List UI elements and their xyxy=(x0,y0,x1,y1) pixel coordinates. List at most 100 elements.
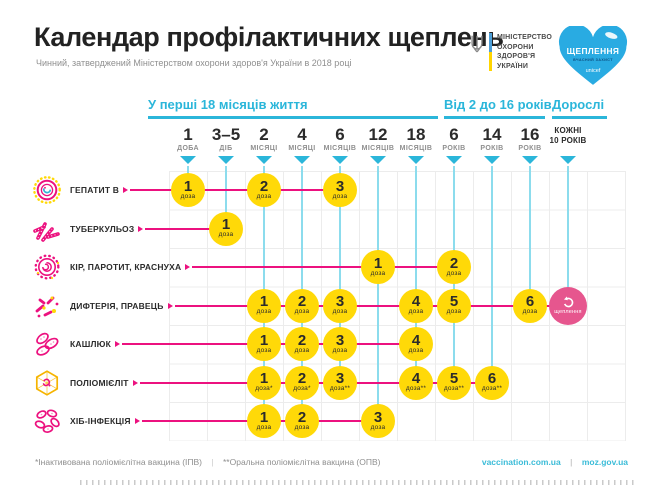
dose-number: 5 xyxy=(449,370,459,387)
dose-marker: 1 доза xyxy=(209,211,243,246)
disease-row-header: ГЕПАТИТ В xyxy=(70,184,129,196)
dose-word: доза xyxy=(256,346,272,354)
disease-label: ДИФТЕРІЯ, ПРАВЕЦЬ xyxy=(70,300,164,311)
page-subtitle: Чинний, затверджений Міністерством охоро… xyxy=(36,58,352,68)
disease-label: КІР, ПАРОТИТ, КРАСНУХА xyxy=(70,262,182,272)
column-guide-line xyxy=(491,166,493,383)
row-arrow-icon xyxy=(185,264,191,270)
dose-number: 3 xyxy=(373,408,383,426)
dose-marker: 1 доза xyxy=(171,173,205,207)
dose-number: 6 xyxy=(487,370,497,387)
column-header: 3–5 ДІБ xyxy=(198,126,254,152)
row-arrow-icon xyxy=(132,379,138,386)
footnotes: *Інактивована поліомієлітна вакцина (ІПВ… xyxy=(35,457,380,467)
dose-number: 1 xyxy=(221,216,231,233)
dose-marker: 1 доза xyxy=(247,288,281,323)
ministry-name: МІНІСТЕРСТВО ОХОРОНИ ЗДОРОВ'Я УКРАЇНИ xyxy=(497,33,552,71)
column-marker-triangle-icon xyxy=(294,156,310,164)
column-marker-triangle-icon xyxy=(370,156,386,164)
column-unit: МІСЯЦІ xyxy=(250,145,278,152)
column-guide-line xyxy=(339,166,341,383)
dose-number: 4 xyxy=(411,293,421,310)
dose-number: 1 xyxy=(259,331,269,349)
dose-word: доза xyxy=(256,308,272,315)
disease-label: ГЕПАТИТ В xyxy=(70,185,120,195)
dose-connector-line xyxy=(175,304,568,307)
dose-number: 5 xyxy=(449,293,459,310)
row-arrow-icon xyxy=(123,187,129,193)
column-value: 3–5 xyxy=(211,125,241,144)
column-guide-line xyxy=(415,166,417,383)
column-guide-line xyxy=(225,166,227,229)
column-marker-triangle-icon xyxy=(560,156,576,164)
row-arrow-icon xyxy=(115,341,120,347)
column-header: 18 МІСЯЦІВ xyxy=(388,126,444,152)
dose-marker: 3 доза xyxy=(323,173,357,207)
column-marker-triangle-icon xyxy=(446,156,462,164)
dose-number: 2 xyxy=(297,370,307,387)
disease-label: ТУБЕРКУЛЬОЗ xyxy=(70,223,135,234)
heart-icon: ЩЕПЛЕННЯ ВЧАСНИЙ ЗАХИСТ unicef xyxy=(558,24,628,85)
dose-marker: 2 доза xyxy=(285,288,319,323)
dose-marker: 6 доза xyxy=(513,288,547,323)
row-arrow-icon xyxy=(138,225,144,232)
column-marker-triangle-icon xyxy=(484,156,500,164)
column-unit: МІСЯЦІВ xyxy=(323,145,357,152)
column-marker-triangle-icon xyxy=(218,156,234,164)
disease-label: ПОЛІОМІЄЛІТ xyxy=(70,377,129,388)
ministry-logo: МІНІСТЕРСТВО ОХОРОНИ ЗДОРОВ'Я УКРАЇНИ xyxy=(470,33,552,71)
footnote-separator: | xyxy=(211,457,214,467)
page-title: Календар профілактичних щеплень xyxy=(34,22,504,52)
flag-bar-blue xyxy=(489,33,492,52)
dose-number: 1 xyxy=(183,177,193,195)
column-unit: МІСЯЦІВ xyxy=(399,145,433,152)
dose-number: 2 xyxy=(297,331,307,349)
column-header: 16 РОКІВ xyxy=(502,126,558,152)
dose-marker: 1 доза xyxy=(247,404,281,438)
column-header: 14 РОКІВ xyxy=(464,126,520,152)
dose-word: доза xyxy=(332,346,348,354)
dose-marker: 5 доза** xyxy=(437,365,471,400)
age-group-label: Від 2 до 16 років xyxy=(444,97,552,112)
disease-row-header: ТУБЕРКУЛЬОЗ xyxy=(70,223,144,235)
column-header: КОЖНІ 10 РОКІВ xyxy=(540,126,596,146)
row-arrow-icon xyxy=(134,418,140,424)
booster-marker: щеплення xyxy=(549,286,587,325)
dose-word: доза xyxy=(370,269,386,277)
dose-marker: 4 доза xyxy=(399,327,433,361)
column-unit: МІСЯЦІВ xyxy=(361,145,395,152)
disease-label: ХІБ-ІНФЕКЦІЯ xyxy=(70,416,131,426)
ministry-name-line: ЗДОРОВ'Я xyxy=(497,53,536,60)
disease-row-header: ПОЛІОМІЄЛІТ xyxy=(70,377,138,389)
column-unit: МІСЯЦІ xyxy=(288,145,316,152)
diphtheria-bacteria-icon xyxy=(32,291,62,321)
dose-marker: 2 доза xyxy=(247,173,281,207)
dose-word: доза xyxy=(332,308,348,315)
ministry-name-line: УКРАЇНИ xyxy=(497,62,529,70)
polio-virus-icon xyxy=(32,368,62,398)
dose-word: доза xyxy=(332,192,348,200)
column-marker-triangle-icon xyxy=(332,156,348,164)
column-unit: ДОБА xyxy=(177,145,199,152)
disease-row-header: КІР, ПАРОТИТ, КРАСНУХА xyxy=(70,261,191,273)
booster-label: щеплення xyxy=(554,309,582,315)
age-group-underline xyxy=(444,116,545,119)
dose-word: доза xyxy=(294,346,310,354)
dose-number: 3 xyxy=(335,177,345,195)
dose-marker: 1 доза* xyxy=(247,365,281,400)
dose-word: доза* xyxy=(293,385,311,392)
dose-word: доза xyxy=(294,308,310,315)
dose-word: доза xyxy=(446,308,462,315)
dose-word: доза xyxy=(522,308,538,315)
dose-connector-line xyxy=(130,189,340,191)
column-value: 2 xyxy=(259,125,269,144)
dose-number: 4 xyxy=(411,370,421,387)
column-guide-line xyxy=(567,166,569,306)
dose-number: 2 xyxy=(259,177,269,195)
dose-number: 1 xyxy=(259,370,269,387)
dose-connector-line xyxy=(192,266,454,268)
heart-title: ЩЕПЛЕННЯ xyxy=(567,46,620,56)
vaccination-link[interactable]: vaccination.com.ua xyxy=(481,457,561,467)
dose-number: 2 xyxy=(449,254,459,272)
moz-link[interactable]: moz.gov.ua xyxy=(581,457,628,467)
